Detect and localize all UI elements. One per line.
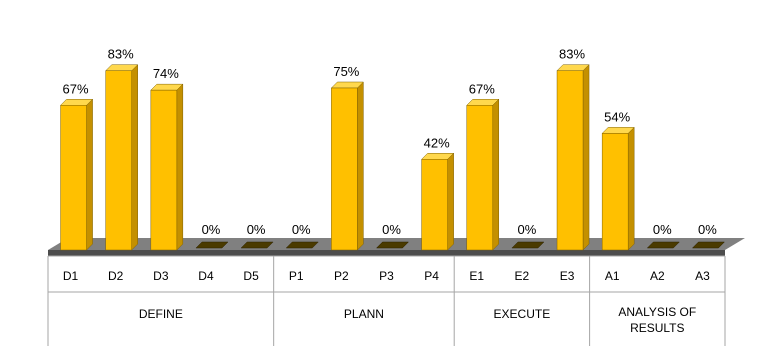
bar (601, 133, 629, 251)
bar-side (492, 98, 500, 251)
group-label: RESULTS (630, 321, 684, 335)
x-tick-label: E1 (469, 269, 484, 283)
x-tick-label: E3 (560, 269, 575, 283)
bar (60, 105, 87, 251)
data-label: 54% (604, 109, 630, 124)
x-tick-label: D2 (108, 269, 124, 283)
floor-front (48, 250, 725, 256)
bar (556, 70, 584, 251)
group-label: DEFINE (139, 307, 183, 321)
x-tick-label: A2 (650, 269, 665, 283)
bar (691, 241, 726, 249)
data-label: 83% (559, 47, 585, 62)
data-label: 0% (653, 222, 672, 237)
data-label: 0% (202, 222, 221, 237)
group-label: EXECUTE (494, 307, 551, 321)
bar-top (59, 99, 94, 106)
bar-top (466, 99, 500, 106)
bar-top (421, 153, 455, 160)
bar-side (131, 64, 138, 251)
bar (421, 159, 448, 251)
x-tick-label: P3 (379, 269, 394, 283)
data-label: 0% (292, 222, 311, 237)
bar (466, 105, 494, 251)
group-label: ANALYSIS OF (618, 305, 696, 319)
bar (195, 241, 229, 249)
bar-top (150, 83, 184, 91)
bar-side (582, 64, 590, 251)
bar (150, 89, 178, 251)
x-tick-label: P4 (424, 269, 439, 283)
bar-top (601, 127, 635, 134)
data-label: 42% (424, 135, 450, 150)
bar-top (556, 64, 590, 71)
x-tick-label: A1 (605, 269, 620, 283)
data-label: 75% (333, 64, 359, 79)
x-tick-label: P2 (334, 269, 349, 283)
group-label: PLANN (344, 307, 384, 321)
bar (646, 241, 680, 249)
x-tick-label: D5 (243, 269, 259, 283)
bar-top (105, 64, 139, 71)
x-tick-label: D4 (198, 269, 214, 283)
data-label: 0% (382, 222, 401, 237)
bar (375, 241, 410, 249)
bar-side (357, 81, 364, 251)
x-tick-label: D1 (63, 269, 79, 283)
data-label: 83% (108, 47, 134, 62)
data-label: 0% (247, 222, 266, 237)
data-label: 67% (469, 81, 495, 96)
bar-side (86, 98, 93, 251)
x-tick-label: D3 (153, 269, 169, 283)
bar-side (627, 126, 635, 251)
x-tick-label: A3 (695, 269, 710, 283)
bar-top (330, 81, 364, 89)
data-label: 74% (153, 66, 179, 81)
x-tick-label: P1 (289, 269, 304, 283)
x-tick-label: E2 (515, 269, 530, 283)
bar (285, 241, 319, 249)
bar (331, 87, 358, 251)
data-label: 0% (698, 222, 717, 237)
bar (105, 70, 132, 251)
data-label: 0% (518, 222, 537, 237)
bar-side (176, 83, 184, 251)
bar-side (447, 152, 454, 251)
bar (240, 241, 274, 249)
data-label: 67% (63, 81, 89, 96)
bar (511, 241, 545, 249)
